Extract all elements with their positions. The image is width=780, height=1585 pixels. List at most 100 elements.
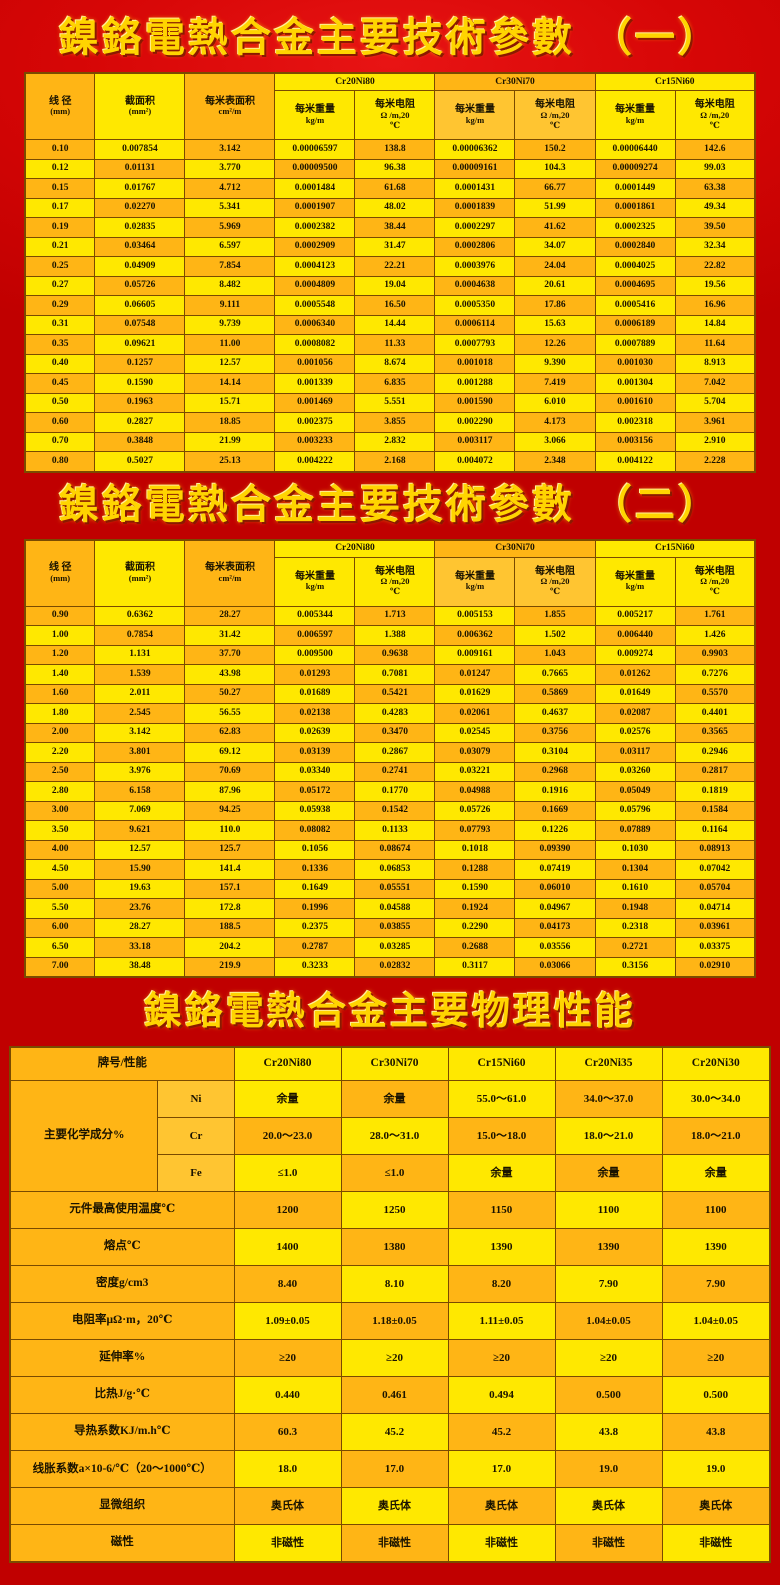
- table-cell: 19.56: [674, 275, 756, 296]
- header-resistance-cr30ni70: 每米电阻 Ω /m,20 ℃: [514, 90, 596, 140]
- header-surface: 每米表面积 cm²/m: [184, 72, 276, 140]
- table-cell: 0.05726: [434, 800, 516, 821]
- page-title-table2: 鎳鉻電熱合金主要技術參數 （二）: [59, 480, 721, 528]
- table-cell: 0.0004025: [594, 256, 676, 277]
- table-cell: 0.3117: [434, 956, 516, 978]
- table-cell: 0.0002382: [274, 217, 356, 238]
- table-cell: 0.2946: [674, 742, 756, 763]
- header-alloy-cr20ni30: Cr20Ni30: [661, 1046, 771, 1081]
- table-cell: 0.04909: [94, 256, 186, 277]
- table-cell: 0.2827: [94, 412, 186, 433]
- table-cell: 15.0～18.0: [447, 1117, 556, 1155]
- table-row: 3.50 9.621 110.0 0.08082 0.1133 0.07793 0.1226…: [24, 820, 756, 841]
- table-row: 1.40 1.539 43.98 0.01293 0.7081 0.01247 0.7665…: [24, 664, 756, 685]
- table-row: 0.17 0.02270 5.341 0.0001907 48.02 0.0001839 5…: [24, 197, 756, 218]
- table-cell: 14.44: [354, 314, 436, 335]
- table-cell: 0.500: [661, 1376, 771, 1414]
- table-cell: 0.05938: [274, 800, 356, 821]
- table-cell: 48.02: [354, 197, 436, 218]
- table-cell: 0.004222: [274, 451, 356, 472]
- table-cell: 0.1948: [594, 898, 676, 919]
- table-cell: 0.02639: [274, 722, 356, 743]
- table-cell: 3.066: [514, 431, 596, 452]
- table-row: 2.80 6.158 87.96 0.05172 0.1770 0.04988 0.1916…: [24, 781, 756, 802]
- table-cell: 33.18: [94, 937, 186, 958]
- table-cell: 0.2290: [434, 917, 516, 938]
- table-cell: 94.25: [184, 800, 276, 821]
- table-cell: 0.02087: [594, 703, 676, 724]
- table-cell: 0.0007793: [434, 334, 516, 355]
- row-label: 延伸率%: [9, 1339, 235, 1377]
- table-cell: 奥氏体: [554, 1487, 663, 1525]
- header-resistance-cr30ni70: 每米电阻 Ω /m,20 ℃: [514, 556, 596, 607]
- table-cell: 0.0004123: [274, 256, 356, 277]
- cell-diameter: 1.40: [24, 664, 96, 685]
- table-row: 2.50 3.976 70.69 0.03340 0.2741 0.03221 0.2968…: [24, 761, 756, 782]
- row-label: 导热系数KJ/m.h℃: [9, 1413, 235, 1451]
- table-cell: 62.83: [184, 722, 276, 743]
- table-cell: 43.8: [554, 1413, 663, 1451]
- table-cell: 0.02270: [94, 197, 186, 218]
- table-cell: 0.2375: [274, 917, 356, 938]
- table-row: 0.19 0.02835 5.969 0.0002382 38.44 0.0002297 4…: [24, 217, 756, 238]
- table-cell: 非磁性: [447, 1524, 556, 1563]
- cell-diameter: 5.00: [24, 878, 96, 899]
- cell-diameter: 1.60: [24, 683, 96, 704]
- table-cell: 0.494: [447, 1376, 556, 1414]
- cell-diameter: 0.29: [24, 295, 96, 316]
- table-row: 5.00 19.63 157.1 0.1649 0.05551 0.1590 0.06010…: [24, 878, 756, 899]
- table-cell: 2.228: [674, 451, 756, 472]
- table-cell: 5.704: [674, 392, 756, 413]
- cell-diameter: 0.60: [24, 412, 96, 433]
- table-cell: 7.854: [184, 256, 276, 277]
- table-row: 4.00 12.57 125.7 0.1056 0.08674 0.1018 0.09390…: [24, 839, 756, 860]
- header-resistance-cr15ni60: 每米电阻 Ω /m,20 ℃: [674, 556, 756, 607]
- table-cell: 0.03961: [674, 917, 756, 938]
- table-cell: 0.03139: [274, 742, 356, 763]
- table-cell: 66.77: [514, 178, 596, 199]
- cell-diameter: 0.31: [24, 314, 96, 335]
- table-cell: 50.27: [184, 683, 276, 704]
- table-cell: 188.5: [184, 917, 276, 938]
- table-cell: 11.64: [674, 334, 756, 355]
- table-row: 6.50 33.18 204.2 0.2787 0.03285 0.2688 0.03556…: [24, 937, 756, 958]
- header-weight-cr30ni70: 每米重量 kg/m: [434, 556, 516, 607]
- table-cell: 9.390: [514, 353, 596, 374]
- cell-diameter: 0.45: [24, 373, 96, 394]
- table-cell: 1100: [661, 1191, 771, 1229]
- table-cell: 1390: [447, 1228, 556, 1266]
- table-cell: 0.003156: [594, 431, 676, 452]
- table-cell: 余量: [340, 1080, 449, 1118]
- table-cell: 1.04±0.05: [661, 1302, 771, 1340]
- table-cell: 12.57: [184, 353, 276, 374]
- cell-diameter: 2.50: [24, 761, 96, 782]
- header-weight-cr30ni70: 每米重量 kg/m: [434, 90, 516, 140]
- table-cell: 0.04967: [514, 898, 596, 919]
- table-row: 主要化学成分% Ni 余量 余量 55.0～61.0 34.0～37.0 30.0～34.0: [9, 1080, 771, 1192]
- table-cell: 8.913: [674, 353, 756, 374]
- cell-diameter: 0.70: [24, 431, 96, 452]
- table-cell: 219.9: [184, 956, 276, 978]
- table-cell: 0.001339: [274, 373, 356, 394]
- table-cell: 0.1018: [434, 839, 516, 860]
- table-cell: 0.05551: [354, 878, 436, 899]
- table-cell: ≥20: [233, 1339, 342, 1377]
- table-cell: 1150: [447, 1191, 556, 1229]
- table-cell: 0.07889: [594, 820, 676, 841]
- table-cell: 0.1288: [434, 859, 516, 880]
- table-row: 导热系数KJ/m.h℃ 60.3 45.2 45.2 43.8 43.8: [9, 1413, 771, 1451]
- table-row: 0.35 0.09621 11.00 0.0008082 11.33 0.0007793 1…: [24, 334, 756, 355]
- row-label: 密度g/cm3: [9, 1265, 235, 1303]
- table-cell: 9.621: [94, 820, 186, 841]
- table-cell: 0.003233: [274, 431, 356, 452]
- table-cell: 0.002375: [274, 412, 356, 433]
- table-cell: 31.42: [184, 625, 276, 646]
- table-cell: 0.002290: [434, 412, 516, 433]
- table-row: 0.12 0.01131 3.770 0.00009500 96.38 0.0000916…: [24, 158, 756, 179]
- table-cell: 0.0001431: [434, 178, 516, 199]
- table-cell: 18.0～21.0: [554, 1117, 663, 1155]
- table-cell: 43.8: [661, 1413, 771, 1451]
- table-cell: 19.04: [354, 275, 436, 296]
- cell-diameter: 1.20: [24, 644, 96, 665]
- table-cell: 15.90: [94, 859, 186, 880]
